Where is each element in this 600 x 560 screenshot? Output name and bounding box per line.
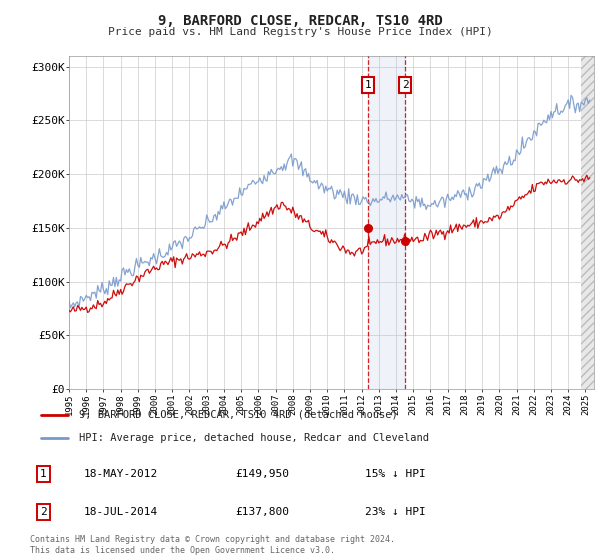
Text: 1: 1 [365,80,371,90]
Text: Price paid vs. HM Land Registry's House Price Index (HPI): Price paid vs. HM Land Registry's House … [107,27,493,37]
Text: 18-MAY-2012: 18-MAY-2012 [84,469,158,479]
Text: £137,800: £137,800 [235,507,289,517]
Text: 15% ↓ HPI: 15% ↓ HPI [365,469,425,479]
Text: HPI: Average price, detached house, Redcar and Cleveland: HPI: Average price, detached house, Redc… [79,433,428,443]
Bar [581,56,594,389]
Text: 9, BARFORD CLOSE, REDCAR, TS10 4RD (detached house): 9, BARFORD CLOSE, REDCAR, TS10 4RD (deta… [79,409,397,419]
Text: 9, BARFORD CLOSE, REDCAR, TS10 4RD: 9, BARFORD CLOSE, REDCAR, TS10 4RD [158,14,442,28]
Text: 2: 2 [402,80,409,90]
Text: 18-JUL-2014: 18-JUL-2014 [84,507,158,517]
Bar [368,56,406,389]
Text: 2: 2 [40,507,47,517]
Text: 1: 1 [40,469,47,479]
Text: £149,950: £149,950 [235,469,289,479]
Text: 23% ↓ HPI: 23% ↓ HPI [365,507,425,517]
Text: Contains HM Land Registry data © Crown copyright and database right 2024.
This d: Contains HM Land Registry data © Crown c… [30,535,395,555]
